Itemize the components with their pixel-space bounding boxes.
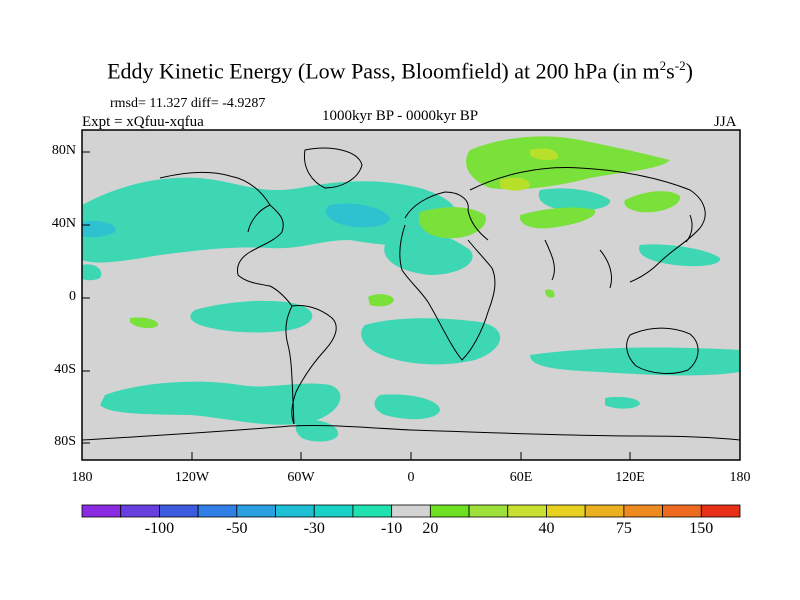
lat-label: 80N [51,143,76,158]
stats-text: rmsd= 11.327 diff= -4.9287 [110,96,266,111]
lon-label: 60E [509,470,533,485]
map-title: Eddy Kinetic Energy (Low Pass, Bloomfiel… [107,58,693,84]
lat-label: 40S [54,362,76,377]
colorbar-swatch [236,504,276,518]
colorbar-swatch [546,504,586,518]
colorbar-label: -50 [226,520,248,537]
colorbar-label: 20 [422,520,439,537]
strong-positive-cores [500,148,559,191]
map-panel [82,130,740,460]
colorbar-label: 75 [615,520,632,537]
lat-label: 80S [54,434,76,449]
colorbar-swatch [352,504,393,518]
period-label: 1000kyr BP - 0000kyr BP [322,108,479,124]
colorbar [81,504,741,518]
lon-label: 120E [615,470,645,485]
colorbar-swatch [429,504,470,518]
colorbar-swatch [391,504,431,518]
colorbar-label: -30 [303,520,325,537]
colorbar-swatch [468,504,509,518]
strong-negative-cores [82,203,390,238]
colorbar-swatch [120,504,160,518]
experiment-label: Expt = xQfuu-xqfua [82,114,204,130]
axis-ticks [81,151,741,460]
lon-label: 60W [287,470,315,485]
coastlines [82,147,740,441]
colorbar-swatch [81,504,122,518]
colorbar-swatch [275,504,315,518]
colorbar-label: -100 [144,520,175,537]
lat-label: 0 [69,289,76,304]
colorbar-swatch [313,504,354,518]
lon-label: 0 [407,470,415,485]
colorbar-label: 40 [538,520,555,537]
lon-label: 120W [174,470,210,485]
colorbar-swatch [584,504,625,518]
season-label: JJA [714,114,737,130]
negative-anomaly-fields [82,177,740,442]
lon-label: 180 [729,470,751,485]
colorbar-swatch [197,504,238,518]
lon-label: 180 [71,470,93,485]
lat-label: 40N [51,216,76,231]
colorbar-swatch [159,504,199,518]
colorbar-swatch [623,504,663,518]
colorbar-swatch [662,504,702,518]
colorbar-swatch [507,504,547,518]
colorbar-swatch [700,504,741,518]
colorbar-label: -10 [380,520,403,537]
colorbar-label: 150 [689,520,714,537]
